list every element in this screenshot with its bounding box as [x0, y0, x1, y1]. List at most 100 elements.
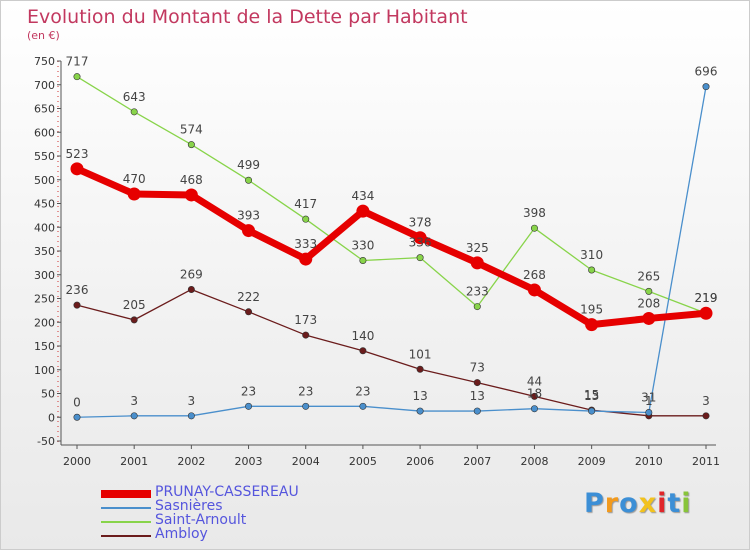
legend-swatch — [101, 507, 151, 509]
data-label: 101 — [409, 347, 432, 361]
data-point — [130, 412, 138, 420]
data-label: 233 — [466, 285, 489, 299]
data-point — [187, 412, 195, 420]
data-point — [645, 287, 653, 295]
line-chart: -500501001502002503003504004505005506006… — [34, 55, 720, 468]
data-point — [187, 141, 195, 149]
data-label: 417 — [294, 197, 317, 211]
data-label: 468 — [180, 173, 203, 187]
data-label: 269 — [180, 267, 203, 281]
data-label: 499 — [237, 158, 260, 172]
data-label: 268 — [523, 268, 546, 282]
x-tick-label: 2002 — [177, 455, 205, 468]
x-tick-label: 2000 — [63, 455, 91, 468]
x-tick-label: 2011 — [692, 455, 720, 468]
y-tick-label: 750 — [34, 55, 55, 68]
data-point — [642, 311, 656, 325]
data-label: 208 — [637, 296, 660, 310]
data-label: 140 — [351, 329, 374, 343]
x-tick-label: 2005 — [349, 455, 377, 468]
data-point — [416, 254, 424, 262]
y-tick-label: 550 — [34, 150, 55, 163]
data-label: 336 — [409, 236, 432, 250]
data-point — [416, 365, 424, 373]
legend-swatch — [101, 521, 151, 523]
data-point — [242, 224, 256, 238]
y-tick-label: 150 — [34, 340, 55, 353]
y-tick-label: 300 — [34, 269, 55, 282]
data-label: 0 — [73, 395, 81, 409]
data-point — [302, 215, 310, 223]
chart-unit-label: (en €) — [27, 29, 60, 42]
y-tick-label: 500 — [34, 174, 55, 187]
data-point — [588, 266, 596, 274]
data-label: 222 — [237, 290, 260, 304]
data-label: 393 — [237, 209, 260, 223]
data-label: 44 — [527, 374, 542, 388]
y-tick-label: 0 — [48, 411, 55, 424]
x-tick-label: 2006 — [406, 455, 434, 468]
data-point — [645, 408, 653, 416]
data-label: 717 — [66, 55, 89, 69]
data-label: 3 — [188, 394, 196, 408]
data-label: 23 — [298, 384, 313, 398]
data-point — [127, 187, 141, 201]
data-label: 13 — [584, 389, 599, 403]
x-tick-label: 2001 — [120, 455, 148, 468]
series-line-prunay-cassereau — [75, 165, 707, 329]
data-point — [530, 392, 538, 400]
data-label: 236 — [66, 283, 89, 297]
data-label: 1 — [645, 394, 653, 408]
legend-swatch — [101, 490, 151, 498]
data-label: 205 — [123, 298, 146, 312]
x-tick-label: 2010 — [635, 455, 663, 468]
data-point — [702, 83, 710, 91]
data-label: 18 — [527, 387, 542, 401]
data-label: 470 — [123, 172, 146, 186]
legend-label: Saint-Arnoult — [155, 512, 247, 528]
x-tick-label: 2004 — [292, 455, 320, 468]
data-label: 265 — [637, 269, 660, 283]
y-tick-label: 650 — [34, 103, 55, 116]
data-point — [187, 285, 195, 293]
x-tick-label: 2009 — [578, 455, 606, 468]
data-label: 219 — [695, 291, 718, 305]
y-tick-label: 450 — [34, 198, 55, 211]
data-label: 643 — [123, 90, 146, 104]
data-point — [302, 331, 310, 339]
data-point — [585, 318, 599, 332]
data-point — [416, 407, 424, 415]
x-tick-label: 2003 — [235, 455, 263, 468]
data-label: 574 — [180, 123, 203, 137]
data-point — [356, 204, 370, 218]
data-point — [702, 412, 710, 420]
data-point — [302, 402, 310, 410]
y-tick-label: 100 — [34, 364, 55, 377]
y-tick-label: 250 — [34, 293, 55, 306]
data-point — [470, 256, 484, 270]
data-point — [699, 306, 713, 320]
data-label: 23 — [241, 384, 256, 398]
data-point — [473, 407, 481, 415]
data-label: 15 — [584, 388, 599, 402]
series-line-ambloy — [76, 288, 706, 417]
data-point — [73, 413, 81, 421]
data-point — [473, 379, 481, 387]
data-label: 13 — [412, 389, 427, 403]
data-point — [245, 402, 253, 410]
proxiti-logo: Proxiti — [584, 488, 692, 519]
data-label: 310 — [580, 248, 603, 262]
data-label: 696 — [695, 65, 718, 79]
data-point — [359, 347, 367, 355]
data-point — [130, 108, 138, 116]
data-label: 434 — [351, 189, 374, 203]
data-point — [70, 162, 84, 176]
chart-title: Evolution du Montant de la Dette par Hab… — [27, 6, 468, 28]
data-label: 31 — [641, 391, 656, 405]
data-label: 378 — [409, 216, 432, 230]
data-label: 13 — [470, 389, 485, 403]
data-label: 333 — [294, 237, 317, 251]
data-point — [245, 176, 253, 184]
data-point — [473, 303, 481, 311]
